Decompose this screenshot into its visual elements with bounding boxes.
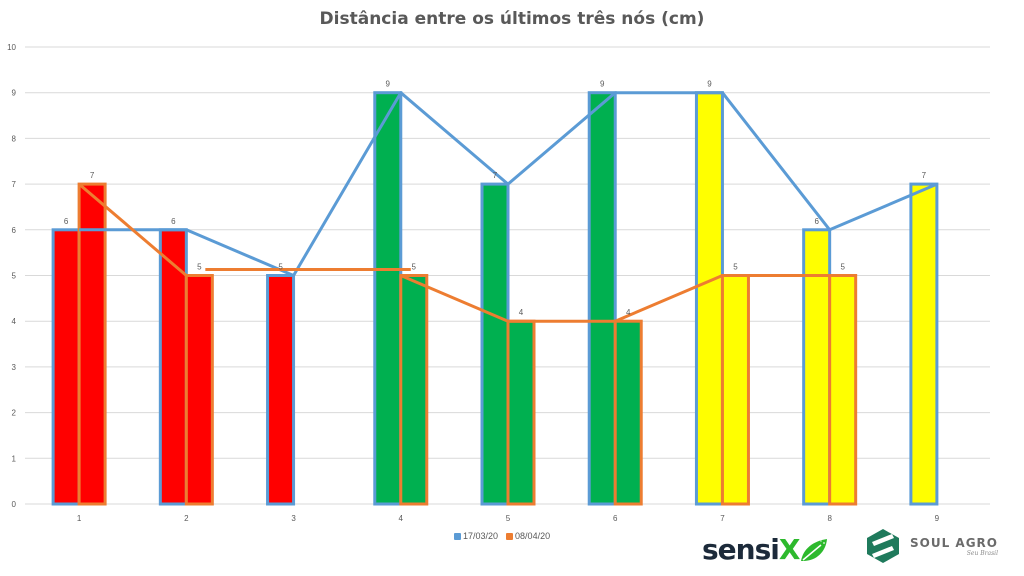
y-tick-label: 3 bbox=[12, 363, 17, 372]
data-label: 7 bbox=[922, 171, 927, 180]
y-tick-label: 2 bbox=[12, 409, 17, 418]
data-label: 5 bbox=[197, 263, 202, 272]
x-tick-label: 8 bbox=[827, 514, 832, 523]
bar-series-1[interactable] bbox=[373, 91, 403, 506]
data-label: 5 bbox=[733, 263, 738, 272]
legend-swatch-icon bbox=[454, 532, 461, 540]
bar-series-1[interactable] bbox=[51, 228, 81, 506]
data-label: 5 bbox=[278, 263, 283, 272]
line-series-2[interactable] bbox=[400, 274, 830, 323]
data-label: 6 bbox=[64, 217, 69, 226]
leaf-icon bbox=[801, 539, 828, 561]
x-tick-label: 4 bbox=[399, 514, 404, 523]
data-label: 7 bbox=[90, 171, 95, 180]
legend-swatch-icon bbox=[506, 532, 514, 540]
soul-agro-name: SOUL AGRO bbox=[910, 535, 998, 550]
x-axis-ticks: 1 2 3 4 5 6 7 8 9 bbox=[77, 514, 940, 523]
legend-item-series-2[interactable]: 08/04/20 bbox=[506, 531, 550, 541]
data-label: 9 bbox=[386, 80, 391, 89]
bar-series-2[interactable] bbox=[77, 182, 107, 506]
data-label: 5 bbox=[840, 263, 845, 272]
bar-series-2[interactable] bbox=[184, 274, 214, 506]
y-tick-label: 1 bbox=[12, 454, 17, 463]
bar-series-2[interactable] bbox=[828, 274, 858, 506]
data-labels: 6 7 6 5 5 9 5 7 4 9 4 9 5 6 5 7 bbox=[64, 80, 927, 318]
data-label: 4 bbox=[626, 308, 631, 317]
legend-label: 17/03/20 bbox=[463, 531, 499, 541]
data-label: 4 bbox=[519, 308, 524, 317]
bar-series-2[interactable] bbox=[720, 274, 750, 506]
y-tick-label: 4 bbox=[12, 317, 17, 326]
y-tick-label: 10 bbox=[7, 43, 16, 52]
x-tick-label: 3 bbox=[291, 514, 296, 523]
sensix-wordmark: sensiX bbox=[702, 533, 800, 566]
x-tick-label: 2 bbox=[184, 514, 189, 523]
x-tick-label: 6 bbox=[613, 514, 618, 523]
y-tick-label: 6 bbox=[12, 226, 17, 235]
line-series-1[interactable] bbox=[79, 91, 938, 277]
legend-item-series-1[interactable]: 17/03/20 bbox=[454, 531, 498, 541]
y-tick-label: 8 bbox=[12, 134, 17, 143]
bar-series-1[interactable] bbox=[480, 182, 510, 506]
bar-series-2[interactable] bbox=[506, 319, 536, 506]
y-axis-ticks: 0 1 2 3 4 5 6 7 8 9 10 bbox=[7, 43, 16, 509]
bar-series-1[interactable] bbox=[694, 91, 724, 506]
data-label: 6 bbox=[171, 217, 176, 226]
soul-agro-hexagon-icon bbox=[867, 529, 899, 563]
data-label: 9 bbox=[600, 80, 605, 89]
chart-title: Distância entre os últimos três nós (cm) bbox=[319, 9, 705, 29]
bar-series-2[interactable] bbox=[399, 274, 429, 506]
y-tick-label: 9 bbox=[12, 89, 17, 98]
data-label: 9 bbox=[707, 80, 712, 89]
y-tick-label: 7 bbox=[12, 180, 17, 189]
bar-series-1[interactable] bbox=[266, 274, 296, 506]
legend: 17/03/20 08/04/20 bbox=[454, 531, 550, 541]
line-series-2[interactable] bbox=[78, 182, 188, 277]
data-label: 7 bbox=[493, 171, 498, 180]
data-label: 6 bbox=[814, 217, 819, 226]
bar-series-1[interactable] bbox=[909, 182, 939, 506]
x-tick-label: 5 bbox=[506, 514, 511, 523]
sensix-logo: sensiX bbox=[702, 533, 829, 567]
y-tick-label: 5 bbox=[12, 272, 17, 281]
series-lines bbox=[78, 91, 938, 323]
bar-series-2[interactable] bbox=[613, 319, 643, 506]
y-tick-label: 0 bbox=[12, 500, 17, 509]
bar-series-1[interactable] bbox=[587, 91, 617, 506]
bar-series-1[interactable] bbox=[802, 228, 832, 506]
legend-label: 08/04/20 bbox=[515, 531, 551, 541]
x-tick-label: 7 bbox=[720, 514, 725, 523]
soul-agro-logo: SOUL AGRO Seu Brasil bbox=[866, 528, 998, 564]
bars bbox=[51, 91, 939, 506]
data-label: 5 bbox=[412, 263, 417, 272]
soul-agro-tagline: Seu Brasil bbox=[966, 549, 998, 557]
x-tick-label: 1 bbox=[77, 514, 82, 523]
x-tick-label: 9 bbox=[935, 514, 940, 523]
